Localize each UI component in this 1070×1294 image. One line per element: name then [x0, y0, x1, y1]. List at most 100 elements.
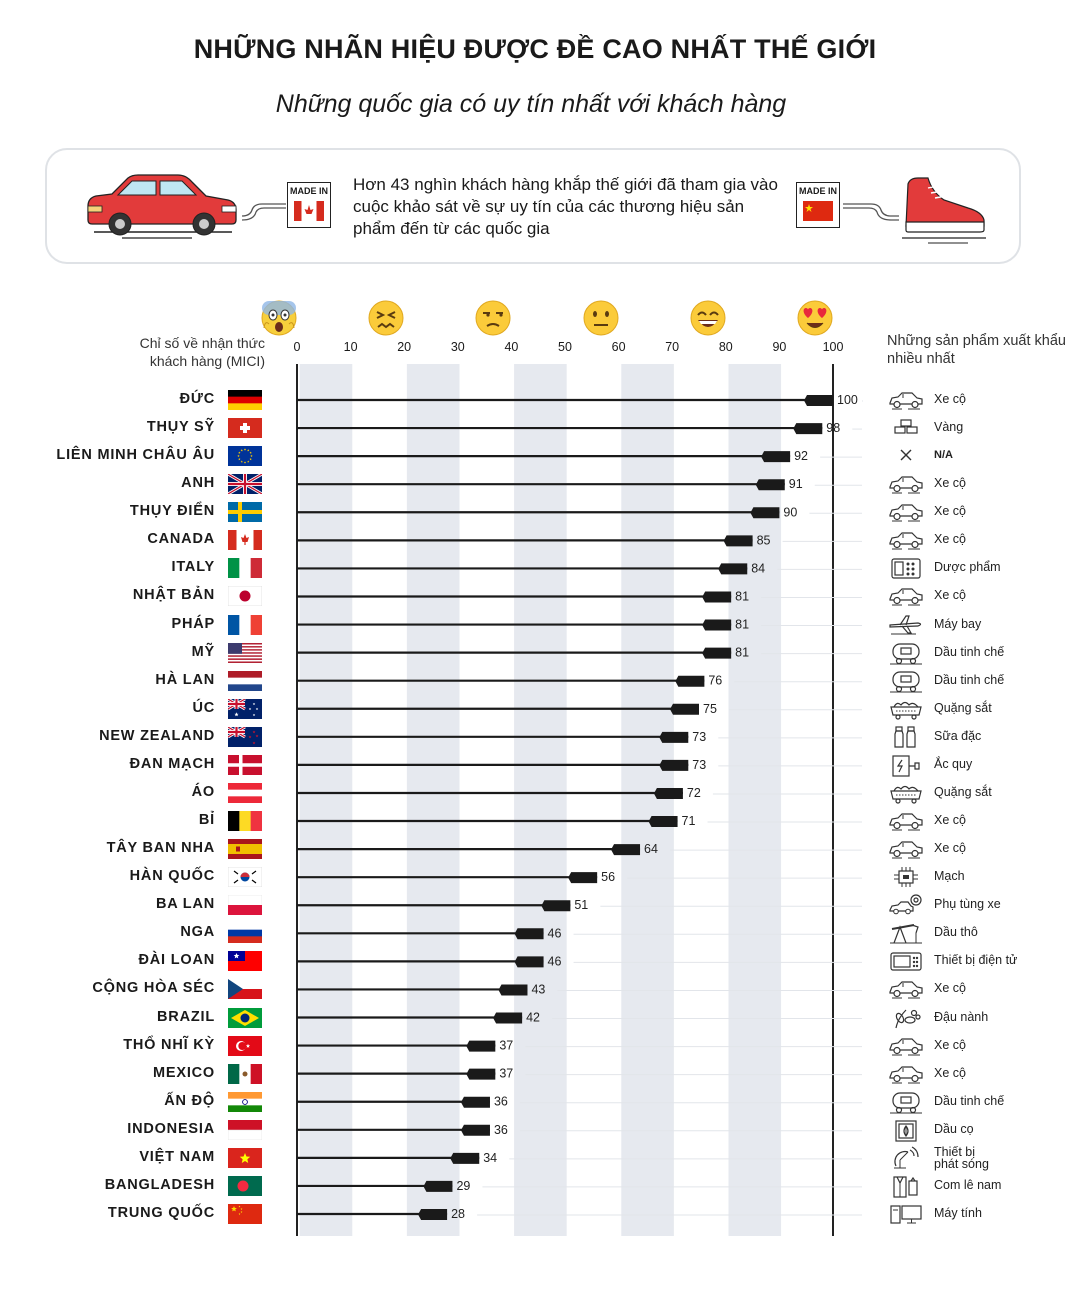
country-label: THỤY SỸ: [146, 419, 215, 436]
product-label: Xe cộ: [934, 532, 966, 547]
flag-mx-icon: [228, 1063, 262, 1084]
tanker-icon: [890, 1092, 922, 1114]
country-label: MỸ: [191, 643, 215, 660]
flag-ca-icon: [228, 530, 262, 551]
grid-band: [728, 364, 782, 1236]
bar-head: [611, 844, 641, 856]
product-label: Xe cộ: [934, 392, 966, 406]
red-sneaker-icon: [902, 177, 986, 244]
grid-band: [406, 364, 460, 1236]
grid-band: [299, 364, 353, 1236]
made-in-china-tag: MADE IN: [796, 182, 840, 228]
bar-head: [514, 956, 544, 968]
flag-br-icon: [228, 1007, 262, 1028]
bar-head: [648, 816, 678, 828]
data-label: 36: [494, 1095, 508, 1109]
flag-de-icon: [228, 390, 262, 410]
flag-gb-icon: [228, 474, 262, 495]
car-icon: [889, 392, 923, 410]
bar-head: [723, 535, 753, 547]
product-label: Máy bay: [934, 616, 982, 631]
product-label: Xe cộ: [934, 981, 966, 996]
product-label: Xe cộ: [934, 841, 966, 856]
flag-dk-icon: [228, 754, 262, 775]
country-label: BA LAN: [155, 896, 215, 913]
flag-cz-icon: [228, 979, 262, 1000]
country-label: INDONESIA: [127, 1120, 215, 1137]
bar-head: [702, 591, 732, 603]
product-label: Dầu tinh chế: [934, 1093, 1005, 1108]
bar-head: [793, 423, 823, 435]
product-label: Thiết bị điện tử: [934, 953, 1018, 968]
product-label: Com lê nam: [934, 1177, 1002, 1192]
bar-head: [568, 872, 598, 884]
tanker-icon: [890, 643, 922, 665]
data-label: 51: [574, 898, 588, 912]
bar-head: [418, 1209, 448, 1220]
data-label: 75: [703, 702, 717, 716]
flag-ru-icon: [228, 923, 262, 944]
confounded-face-icon: [368, 300, 404, 336]
flag-eu-icon: [228, 446, 262, 467]
data-label: 100: [837, 393, 858, 407]
country-label: PHÁP: [171, 615, 215, 632]
country-label: BANGLADESH: [104, 1176, 215, 1193]
country-label: VIỆT NAM: [139, 1148, 215, 1165]
country-label: ĐỨC: [179, 391, 215, 407]
tick-label: 0: [293, 340, 301, 354]
flag-pl-icon: [228, 895, 262, 916]
flag-id-icon: [228, 1119, 262, 1140]
bar-head: [675, 675, 705, 687]
bar-head: [702, 619, 732, 631]
data-label: 56: [601, 870, 615, 884]
grinning-face-icon: [690, 300, 726, 336]
bar-head: [450, 1152, 480, 1164]
product-label: Xe cộ: [934, 813, 966, 828]
connector-line-left: [241, 203, 286, 221]
data-label: 81: [735, 618, 749, 632]
data-label: 34: [483, 1151, 497, 1165]
tick-label: 70: [665, 340, 680, 354]
flag-in-icon: [228, 1091, 262, 1112]
flag-us-icon: [228, 642, 262, 663]
bar-head: [702, 647, 732, 659]
flag-jp-icon: [228, 586, 262, 607]
suit-icon: [893, 1176, 918, 1198]
tick-label: 80: [718, 340, 733, 354]
connector-line-right: [843, 203, 899, 221]
country-label: HÀN QUỐC: [129, 868, 215, 885]
data-label: 92: [794, 449, 808, 463]
data-label: 37: [499, 1067, 513, 1081]
product-label: Vàng: [934, 420, 964, 435]
product-label: Xe cộ: [934, 504, 966, 519]
data-label: 64: [644, 842, 658, 856]
page-title: NHỮNG NHÃN HIỆU ĐƯỢC ĐỀ CAO NHẤT THẾ GIỚ…: [193, 34, 877, 64]
unamused-face-icon: [475, 300, 511, 336]
data-label: 46: [548, 954, 562, 968]
car-icon: [889, 1066, 923, 1084]
data-label: 29: [456, 1179, 470, 1193]
data-label: 42: [526, 1011, 540, 1025]
product-label: Sữa đặc: [934, 728, 982, 743]
data-label: 72: [687, 786, 701, 800]
bar-head: [460, 1096, 490, 1108]
flag-tw-icon: [228, 951, 262, 972]
data-label: 85: [757, 533, 771, 547]
parts-icon: [889, 894, 922, 915]
flag-be-icon: [228, 811, 262, 832]
country-label: NHẬT BẢN: [132, 587, 215, 604]
soybean-icon: [895, 1009, 921, 1028]
country-label: ÁO: [191, 783, 215, 800]
country-label: NEW ZEALAND: [99, 727, 215, 744]
bar-head: [761, 451, 791, 463]
tick-label: 40: [504, 340, 519, 354]
bar-head: [750, 507, 780, 519]
country-label: ÚC: [192, 699, 215, 716]
tick-label: 100: [822, 340, 844, 354]
product-label: Dầu tinh chế: [934, 672, 1005, 687]
product-label: Dầu cọ: [934, 1121, 974, 1136]
ore-icon: [890, 701, 922, 720]
flag-ch-icon: [228, 418, 262, 439]
bar-head: [653, 787, 683, 799]
bar-head: [493, 1012, 523, 1024]
